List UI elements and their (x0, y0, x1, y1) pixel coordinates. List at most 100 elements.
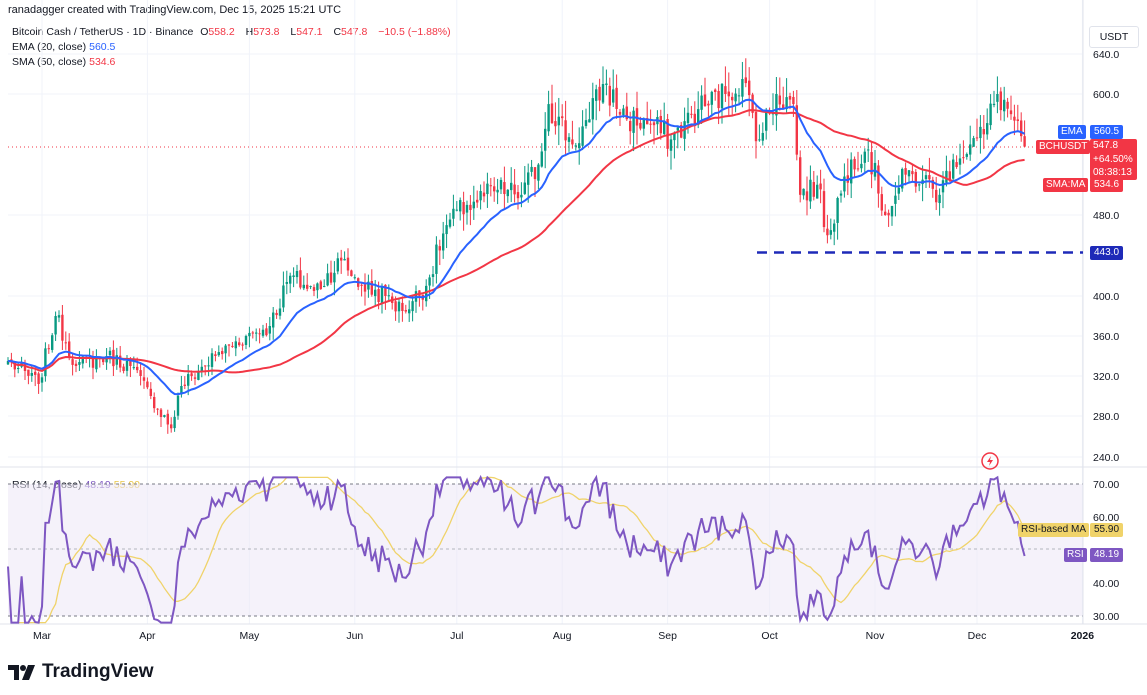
candle-body (982, 129, 985, 135)
candle-body (703, 94, 707, 107)
candle-body (975, 137, 979, 139)
rsi-ma-line (7, 476, 1026, 624)
candle-body (88, 357, 91, 359)
candle-body (680, 125, 683, 138)
candle-body (98, 357, 101, 359)
sma-50-line (7, 109, 1025, 374)
candle-body (591, 98, 594, 120)
candle-body (159, 409, 163, 417)
candle-body (523, 182, 526, 194)
price-tick-600.0: 600.0 (1093, 89, 1119, 101)
candle-body (775, 94, 778, 116)
price-tick-280.0: 280.0 (1093, 411, 1119, 423)
candle-body (550, 103, 554, 124)
candle-body (802, 188, 805, 196)
candle-body (108, 350, 112, 356)
price-tick-360.0: 360.0 (1093, 331, 1119, 343)
legend-rsi-value: 48.19 (84, 479, 111, 491)
candle-body (350, 270, 353, 277)
legend-high: 573.8 (253, 26, 280, 38)
legend-sma-row[interactable]: SMA (50, close) 534.6 (12, 56, 115, 68)
candle-body (924, 175, 928, 180)
candle-body (329, 272, 333, 283)
candle-body (520, 194, 523, 198)
tradingview-logo[interactable]: TradingView (8, 661, 154, 683)
sma-price-tag: 534.6 (1090, 178, 1124, 192)
candle-body (302, 284, 305, 289)
candle-body (999, 91, 1002, 111)
candle-body (921, 179, 924, 185)
candle-body (387, 295, 390, 297)
candle-body (255, 332, 258, 334)
rsi-line (7, 474, 1026, 624)
grid (8, 0, 1083, 624)
legend-ema-label: EMA (20, close) (12, 41, 87, 53)
candle-body (727, 91, 730, 97)
candle-body (292, 275, 295, 277)
candle-body (20, 363, 23, 367)
legend-rsi-row[interactable]: RSI (14, close) 48.19 55.90 (12, 479, 140, 491)
candle-body (574, 145, 577, 147)
candle-body (618, 111, 622, 115)
candle-body (102, 359, 105, 363)
candle-body (275, 312, 278, 316)
candle-body (530, 166, 533, 172)
candle-body (914, 171, 917, 187)
legend-rsi-ma-value: 55.90 (113, 479, 141, 491)
candle-body (510, 182, 513, 191)
candle-body (894, 195, 897, 204)
candle-body (533, 167, 537, 180)
candle-body (326, 273, 329, 286)
candle-body (238, 342, 241, 346)
candle-body (13, 361, 16, 370)
candle-body (887, 212, 890, 216)
candle-body (901, 168, 904, 189)
time-tick-May: May (239, 630, 260, 642)
candle-body (506, 189, 509, 197)
candle-body (816, 184, 819, 199)
candle-body (421, 294, 424, 300)
candle-body (581, 126, 584, 146)
candle-body (363, 284, 367, 292)
candle-body (418, 290, 421, 296)
candle-body (795, 105, 798, 155)
candle-body (445, 225, 448, 235)
candle-body (44, 348, 47, 377)
candle-body (683, 121, 686, 139)
candle-body (527, 172, 530, 185)
candle-body (173, 416, 176, 429)
candle-body (805, 191, 809, 201)
rsi-tick-40.00: 40.00 (1093, 578, 1119, 590)
candle-body (578, 143, 581, 149)
candle-body (1003, 99, 1006, 112)
candle-body (1016, 119, 1019, 121)
candle-body (612, 89, 615, 103)
candle-body (754, 112, 758, 142)
candle-body (336, 258, 339, 272)
candle-body (839, 193, 843, 196)
candle-body (231, 345, 234, 347)
candle-body (700, 95, 703, 110)
candle-body (744, 77, 747, 84)
candle-body (567, 137, 571, 142)
legend-sma-value: 534.6 (89, 56, 116, 68)
candle-body (846, 175, 849, 183)
candle-body (210, 353, 214, 367)
candle-body (969, 144, 972, 155)
time-tick-2026: 2026 (1071, 630, 1095, 642)
candle-body (605, 83, 608, 86)
candle-body (248, 332, 251, 337)
candle-body (720, 83, 724, 109)
legend-ema-row[interactable]: EMA (20, close) 560.5 (12, 41, 115, 53)
candle-body (1020, 120, 1023, 137)
candle-body (584, 120, 588, 127)
candle-body (850, 159, 853, 184)
candle-body (340, 257, 343, 261)
time-tick-Apr: Apr (139, 630, 156, 642)
currency-selector[interactable]: USDT (1089, 26, 1139, 48)
candle-body (812, 182, 815, 197)
rsi-tick-30.00: 30.00 (1093, 611, 1119, 623)
legend-symbol-row: Bitcoin Cash / TetherUS · 1D · Binance O… (12, 26, 455, 38)
candle-body (306, 284, 309, 289)
candle-body (595, 89, 598, 101)
